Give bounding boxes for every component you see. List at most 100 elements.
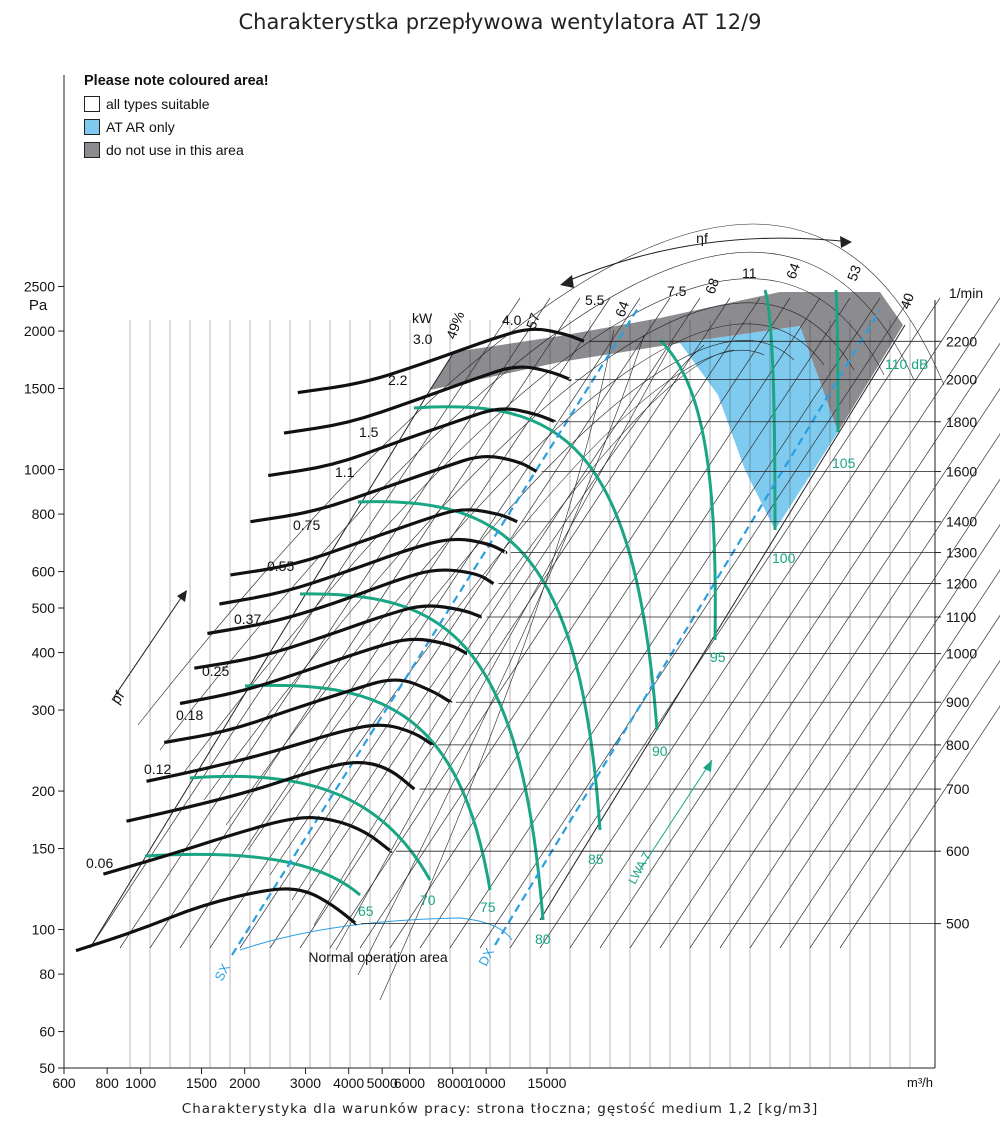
sound-arrow [639,759,713,871]
grid-line [539,297,971,949]
efficiency-axis-label: ηf [696,230,708,246]
sound-arrowhead [703,760,712,772]
power-label: 0.25 [202,663,229,679]
legend-swatch-blue [84,118,100,135]
efficiency-curve [159,251,915,751]
normal-operation-arc [239,917,513,951]
efficiency-label: 64 [612,299,632,319]
system-line-dx [494,309,881,946]
x-tick-label: 5000 [367,1075,398,1091]
efficiency-label: 53 [844,263,864,283]
legend-title: Please note coloured area! [84,73,269,89]
system-line-label-dx: DX [475,945,497,968]
efficiency-arrowhead-left [560,275,574,288]
speed-curve [179,637,468,706]
grid-line [269,297,701,949]
y-tick-label: 400 [32,645,56,661]
grid-line [809,660,1000,949]
sound-label: 85 [588,851,604,867]
speed-tick-label: 2200 [946,333,977,349]
normal-operation-label: Normal operation area [308,949,448,965]
pressure-arrow [111,591,186,701]
grid-line [569,297,1000,949]
y-tick-label: 800 [32,506,56,522]
grid-line [359,297,791,949]
power-label: 1.5 [359,424,379,440]
grid-line [329,297,761,949]
speed-tick-label: 1600 [946,464,977,480]
efficiency-label: 68 [702,276,722,296]
chart-subtitle: Charakterystyka dla warunków pracy: stro… [181,1101,819,1117]
efficiency-label: 64 [783,261,803,281]
efficiency-curve [181,278,885,776]
efficiency-arrowhead-right [840,236,852,248]
efficiency-label: 40 [897,291,917,311]
efficiency-curve [379,329,615,1001]
power-label: 3.0 [413,331,433,347]
efficiency-curve [137,223,945,726]
sound-label: 90 [652,743,668,759]
pressure-axis-label: pf [107,688,127,707]
grid-line [209,297,641,949]
x-tick-label: 10000 [467,1075,506,1091]
speed-unit-label: 1/min [949,285,983,301]
grid-line [299,297,731,949]
speed-tick-label: 1300 [946,545,977,561]
system-lines [231,304,881,956]
speed-tick-label: 900 [946,694,970,710]
power-label: 1.1 [335,464,355,480]
speed-curve [297,327,585,395]
sound-curve [144,852,361,897]
x-tick-label: 2000 [229,1075,260,1091]
sound-curve [189,774,432,881]
efficiency-curve [313,344,705,926]
y-tick-label: 100 [32,922,56,938]
speed-curve [219,537,508,606]
sound-label: 70 [420,892,436,908]
efficiency-label: 49% [443,309,468,341]
gray-area-do-not-use [430,292,903,432]
power-label: 4.0 [502,312,522,328]
speed-curve [250,454,538,524]
x-tick-label: 1500 [186,1075,217,1091]
grid-line [749,569,1000,949]
x-tick-label: 3000 [290,1075,321,1091]
speed-curve [194,604,483,670]
y-tick-label: 80 [39,966,55,982]
sound-label: 100 [772,550,796,566]
grid-line [689,478,1000,949]
y-tick-label: 300 [32,702,56,718]
efficiency-curve [291,349,735,901]
efficiency-arrow [564,237,851,283]
efficiency-curve [357,334,645,976]
sound-curve [357,500,602,831]
speed-curve [267,407,557,478]
legend: Please note coloured area! all types sui… [84,73,269,161]
grid-line [599,342,1000,949]
speed-tick-label: 600 [946,843,970,859]
y-tick-label: 200 [32,783,56,799]
speed-curve [102,815,393,876]
power-label: 5.5 [585,292,605,308]
y-unit-label: Pa [29,297,48,314]
legend-label: AT AR only [106,118,175,135]
legend-swatch-gray [84,141,100,158]
grid-line [119,297,551,949]
grid-line [509,297,941,949]
speed-curve [163,678,452,745]
y-tick-label: 2500 [24,278,55,294]
speed-tick-label: 1400 [946,514,977,530]
power-label: 2.2 [388,372,408,388]
x-tick-label: 4000 [333,1075,364,1091]
grid-line [839,705,1000,949]
speed-curve [283,365,572,435]
power-label: 0.18 [176,707,203,723]
sound-curve [658,338,717,641]
y-tick-label: 150 [32,841,56,857]
speed-tick-label: 1000 [946,646,977,662]
speed-tick-label: 700 [946,781,970,797]
sound-curve [413,405,659,731]
x-tick-label: 1000 [125,1075,156,1091]
